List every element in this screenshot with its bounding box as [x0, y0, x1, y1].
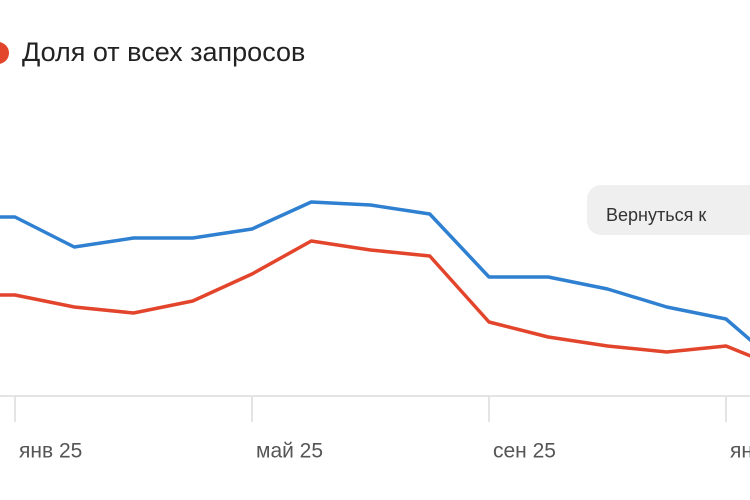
- series-line: [0, 239, 750, 358]
- button-label[interactable]: Вернуться к: [606, 205, 706, 225]
- x-tick-label: май 25: [256, 440, 323, 463]
- x-tick-label: янв 25: [19, 440, 82, 463]
- x-tick-label: янв: [730, 440, 750, 463]
- series-icon: [0, 42, 9, 64]
- x-tick-label: сен 25: [493, 440, 556, 463]
- chart-title: Доля от всех запросов: [22, 37, 305, 67]
- series-line: [0, 200, 750, 342]
- button-bg[interactable]: [587, 185, 750, 235]
- back-button[interactable]: Вернуться к: [587, 185, 750, 235]
